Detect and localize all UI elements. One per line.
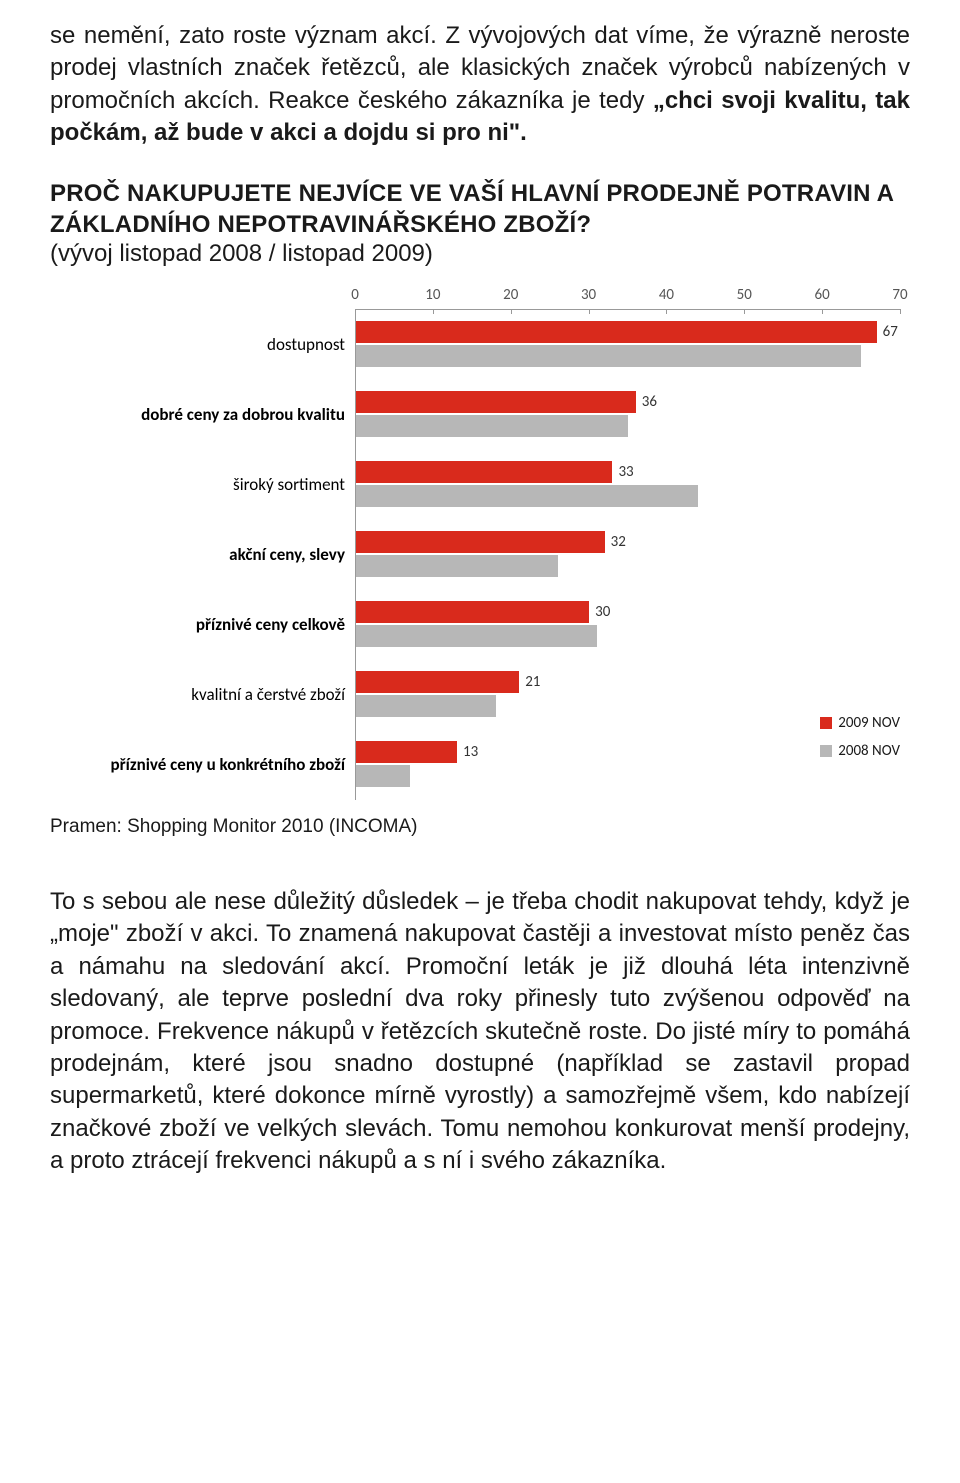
category-label: příznivé ceny celkově	[80, 614, 355, 635]
bar-2008	[356, 765, 410, 787]
bar-2008	[356, 695, 496, 717]
bar-value-label: 36	[642, 393, 657, 411]
bar-value-label: 13	[463, 743, 478, 761]
category-label: akční ceny, slevy	[80, 544, 355, 565]
chart-heading: PROČ NAKUPUJETE NEJVÍCE VE VAŠÍ HLAVNÍ P…	[50, 178, 910, 240]
category-label: příznivé ceny u konkrétního zboží	[80, 754, 355, 775]
chart-rows: 2009 NOV2008 NOV dostupnost67dobré ceny …	[80, 310, 900, 800]
bar-2009: 30	[356, 601, 589, 623]
chart-row: příznivé ceny celkově30	[80, 590, 900, 660]
bars-cell: 13	[355, 730, 900, 800]
bar-2009: 13	[356, 741, 457, 763]
category-label: dobré ceny za dobrou kvalitu	[80, 404, 355, 425]
bar-value-label: 21	[525, 673, 540, 691]
chart-row: příznivé ceny u konkrétního zboží13	[80, 730, 900, 800]
category-label: kvalitní a čerstvé zboží	[80, 684, 355, 705]
chart-source: Pramen: Shopping Monitor 2010 (INCOMA)	[50, 816, 910, 838]
chart-row: kvalitní a čerstvé zboží21	[80, 660, 900, 730]
bar-2008	[356, 555, 558, 577]
axis-tick-label: 40	[659, 286, 674, 304]
bar-2008	[356, 415, 628, 437]
category-label: široký sortiment	[80, 474, 355, 495]
chart-row: dobré ceny za dobrou kvalitu36	[80, 380, 900, 450]
outro-paragraph: To s sebou ale nese důležitý důsledek – …	[50, 886, 910, 1178]
bar-2009: 21	[356, 671, 519, 693]
chart-row: dostupnost67	[80, 310, 900, 380]
axis-tick-label: 20	[503, 286, 518, 304]
category-label: dostupnost	[80, 334, 355, 355]
axis-tick-label: 30	[581, 286, 596, 304]
x-axis: 010203040506070	[80, 286, 900, 310]
chart-subheading: (vývoj listopad 2008 / listopad 2009)	[50, 240, 910, 268]
bars-cell: 30	[355, 590, 900, 660]
bar-2009: 36	[356, 391, 636, 413]
bars-cell: 32	[355, 520, 900, 590]
bar-value-label: 33	[618, 463, 633, 481]
bar-value-label: 32	[611, 533, 626, 551]
bar-2008	[356, 625, 597, 647]
bar-value-label: 67	[883, 323, 898, 341]
bar-2009: 67	[356, 321, 877, 343]
bars-cell: 21	[355, 660, 900, 730]
axis-tick-label: 0	[351, 286, 359, 304]
bars-cell: 33	[355, 450, 900, 520]
axis-tick-label: 70	[892, 286, 907, 304]
bar-2009: 33	[356, 461, 612, 483]
bars-cell: 36	[355, 380, 900, 450]
bar-2009: 32	[356, 531, 605, 553]
intro-paragraph: se nemění, zato roste význam akcí. Z výv…	[50, 20, 910, 150]
chart-row: široký sortiment33	[80, 450, 900, 520]
axis-tick-label: 60	[815, 286, 830, 304]
bar-value-label: 30	[595, 603, 610, 621]
axis-tick-label: 10	[425, 286, 440, 304]
bars-cell: 67	[355, 310, 900, 380]
chart-row: akční ceny, slevy32	[80, 520, 900, 590]
chart: 0 10 20 30 40 50 60 70 2009 NOV2008 NOV dostupn…	[50, 286, 910, 800]
bar-2008	[356, 345, 861, 367]
axis-tick-label: 50	[737, 286, 752, 304]
bar-2008	[356, 485, 698, 507]
